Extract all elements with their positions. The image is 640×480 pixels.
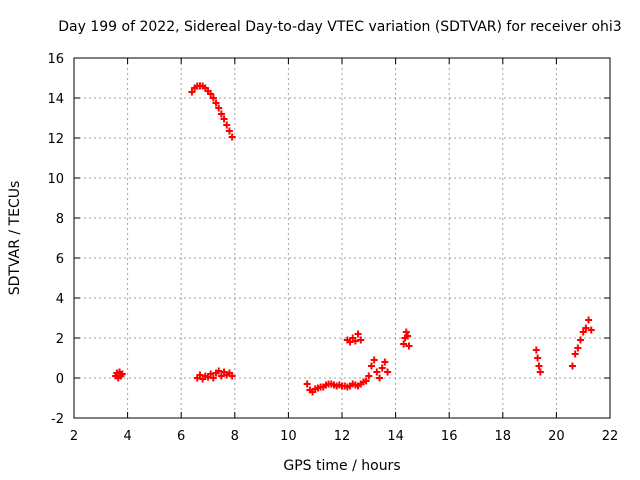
- data-point: [376, 374, 384, 382]
- data-point: [571, 350, 579, 358]
- data-point: [362, 377, 370, 385]
- data-point: [365, 372, 373, 380]
- data-point: [188, 88, 196, 96]
- data-point: [381, 358, 389, 366]
- data-point: [378, 364, 386, 372]
- data-point: [536, 368, 544, 376]
- data-point: [209, 374, 217, 382]
- data-point: [303, 380, 311, 388]
- data-point: [223, 121, 231, 129]
- x-tick-label: 8: [231, 429, 239, 444]
- data-point: [535, 362, 543, 370]
- data-point: [405, 342, 413, 350]
- data-point: [400, 340, 408, 348]
- data-point: [220, 115, 228, 123]
- data-point: [534, 354, 542, 362]
- data-point: [367, 362, 375, 370]
- y-axis-label: SDTVAR / TECUs: [7, 181, 23, 296]
- x-tick-label: 10: [280, 429, 297, 444]
- data-point: [370, 356, 378, 364]
- data-point: [568, 362, 576, 370]
- x-tick-label: 4: [123, 429, 131, 444]
- x-tick-label: 12: [334, 429, 351, 444]
- y-tick-label: 12: [47, 132, 64, 147]
- y-tick-label: 4: [56, 292, 64, 307]
- data-point: [354, 330, 362, 338]
- y-tick-label: 6: [56, 252, 64, 267]
- grid: [74, 58, 610, 418]
- data-point: [118, 370, 126, 378]
- y-tick-label: -2: [51, 412, 64, 427]
- axis-ticks: 2 4 6 8 10 12 14 16 18 20 22 -2 0 2 4 6 8 10 12 14 16: [47, 52, 618, 444]
- data-point: [225, 127, 233, 135]
- y-tick-label: 8: [56, 212, 64, 227]
- x-tick-label: 2: [70, 429, 78, 444]
- data-point: [357, 336, 365, 344]
- data-point: [587, 326, 595, 334]
- data-point: [209, 94, 217, 102]
- x-tick-label: 16: [441, 429, 458, 444]
- data-point: [579, 328, 587, 336]
- y-tick-label: 16: [47, 52, 64, 67]
- data-point: [402, 328, 410, 336]
- x-tick-label: 20: [548, 429, 565, 444]
- x-tick-label: 22: [602, 429, 619, 444]
- data-point: [217, 110, 225, 118]
- x-tick-label: 18: [495, 429, 512, 444]
- y-tick-label: 10: [47, 172, 64, 187]
- data-point: [404, 332, 412, 340]
- data-points: [112, 82, 595, 396]
- data-point: [384, 368, 392, 376]
- data-point: [582, 324, 590, 332]
- x-tick-label: 14: [387, 429, 404, 444]
- data-point: [532, 346, 540, 354]
- chart-title: Day 199 of 2022, Sidereal Day-to-day VTE…: [58, 19, 621, 35]
- data-point: [585, 316, 593, 324]
- y-tick-label: 2: [56, 332, 64, 347]
- data-point: [212, 99, 220, 107]
- data-point: [373, 368, 381, 376]
- data-point: [577, 336, 585, 344]
- y-tick-label: 0: [56, 372, 64, 387]
- data-point: [228, 372, 236, 380]
- data-point: [574, 344, 582, 352]
- x-axis-label: GPS time / hours: [283, 458, 400, 474]
- data-point: [228, 133, 236, 141]
- x-tick-label: 6: [177, 429, 185, 444]
- data-point: [215, 104, 223, 112]
- y-tick-label: 14: [47, 92, 64, 107]
- data-point: [207, 90, 215, 98]
